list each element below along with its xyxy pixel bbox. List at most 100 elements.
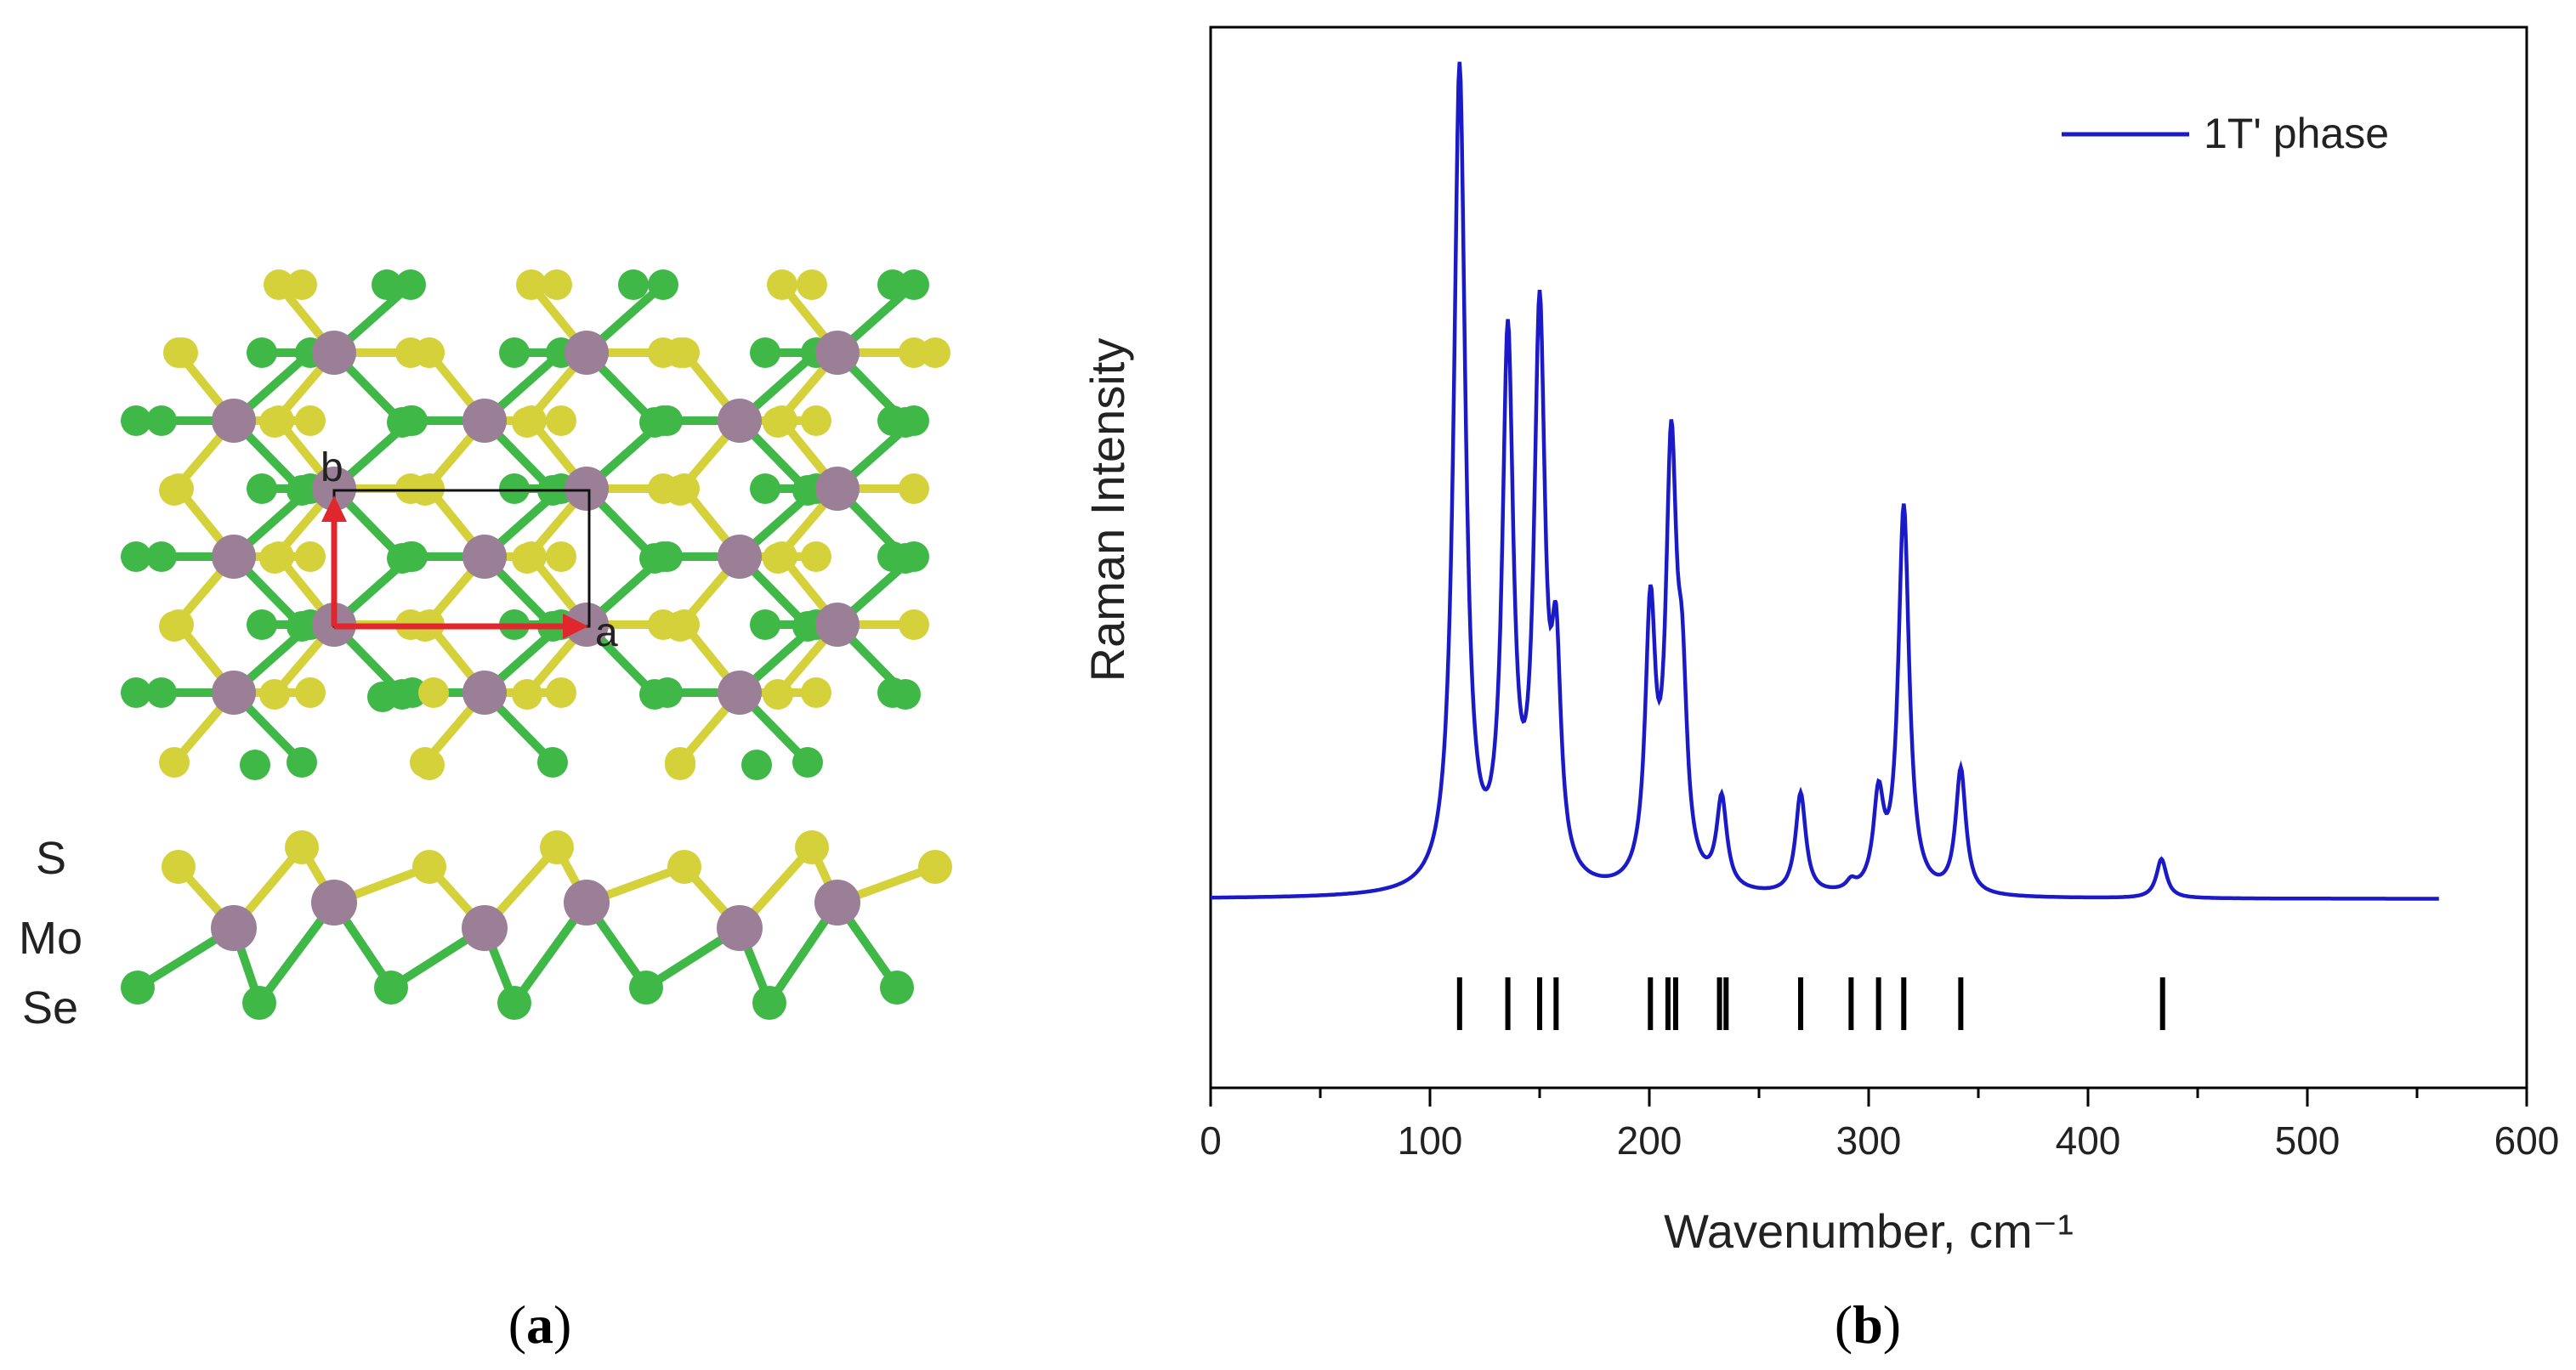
s-atom bbox=[767, 541, 797, 572]
s-atom bbox=[920, 337, 950, 368]
se-atom bbox=[899, 405, 929, 436]
mo-atom bbox=[462, 399, 507, 443]
s-atom bbox=[669, 473, 700, 504]
s-atom bbox=[648, 473, 678, 504]
mo-atom bbox=[462, 535, 507, 579]
x-axis-ticks bbox=[1209, 1088, 2528, 1107]
se-atom bbox=[880, 971, 914, 1005]
s-atom bbox=[414, 337, 445, 368]
s-atom bbox=[665, 337, 695, 368]
se-atom bbox=[750, 337, 780, 368]
x-tick-label: 300 bbox=[1836, 1118, 1902, 1163]
x-tick-label: 200 bbox=[1617, 1118, 1682, 1163]
s-atom bbox=[918, 850, 952, 884]
layer-label-mo: Mo bbox=[19, 913, 82, 964]
se-atom bbox=[750, 609, 780, 640]
panel-b-caption: (b) bbox=[1835, 1294, 1901, 1355]
s-atom bbox=[667, 850, 701, 884]
se-atom bbox=[287, 747, 317, 778]
se-atom bbox=[792, 747, 823, 778]
se-atom bbox=[395, 405, 426, 436]
mo-atom bbox=[565, 331, 609, 375]
se-atom bbox=[146, 677, 177, 708]
s-atom bbox=[163, 609, 194, 640]
s-atom bbox=[899, 473, 929, 504]
mo-atom bbox=[718, 535, 762, 579]
legend-label: 1T' phase bbox=[2204, 110, 2389, 157]
lattice-vector-b-arrowhead bbox=[321, 495, 347, 522]
se-atom bbox=[247, 473, 277, 504]
mo-atom bbox=[718, 399, 762, 443]
mo-atom bbox=[312, 331, 356, 375]
x-tick-label: 0 bbox=[1200, 1118, 1222, 1163]
mo-atom bbox=[211, 905, 257, 951]
mo-atom bbox=[565, 467, 609, 511]
s-atom bbox=[516, 405, 547, 436]
se-atom bbox=[146, 541, 177, 572]
s-atom bbox=[412, 850, 446, 884]
s-atom bbox=[899, 609, 929, 640]
layer-label-s: S bbox=[36, 833, 66, 884]
side-view-atoms bbox=[121, 830, 952, 1020]
lattice-vector-a-arrowhead bbox=[563, 614, 588, 639]
s-atom bbox=[767, 269, 797, 300]
se-atom bbox=[877, 405, 908, 436]
mo-atom bbox=[212, 399, 256, 443]
s-atom bbox=[669, 609, 700, 640]
mo-atom bbox=[815, 467, 860, 511]
s-atom bbox=[540, 830, 574, 864]
side-view-bonds bbox=[135, 844, 937, 1005]
s-atom bbox=[159, 747, 190, 778]
se-atom bbox=[121, 405, 151, 436]
s-atom bbox=[395, 473, 426, 504]
se-atom bbox=[499, 337, 530, 368]
mo-atom bbox=[815, 603, 860, 647]
mo-atom bbox=[815, 331, 860, 375]
x-axis-tick-labels: 0 100 200 300 400 500 600 bbox=[1200, 1118, 2559, 1163]
s-atom bbox=[516, 269, 547, 300]
s-atom bbox=[665, 750, 695, 780]
s-atom bbox=[264, 269, 294, 300]
se-atom bbox=[648, 269, 678, 300]
se-atom bbox=[877, 269, 908, 300]
mo-atom bbox=[718, 671, 762, 715]
se-atom bbox=[648, 405, 678, 436]
x-axis-label: Wavenumber, cm⁻¹ bbox=[1664, 1204, 2074, 1258]
se-atom bbox=[240, 750, 270, 780]
se-atom bbox=[537, 747, 568, 778]
mode-markers bbox=[1456, 977, 2165, 1030]
s-atom bbox=[516, 541, 547, 572]
mo-atom bbox=[814, 880, 860, 926]
s-atom bbox=[162, 850, 196, 884]
top-view-atoms bbox=[121, 269, 950, 780]
se-atom bbox=[877, 541, 908, 572]
se-atom bbox=[499, 473, 530, 504]
s-atom bbox=[797, 269, 827, 300]
lattice-label-a: a bbox=[595, 610, 618, 655]
se-atom bbox=[395, 541, 426, 572]
se-atom bbox=[899, 541, 929, 572]
lattice-label-b: b bbox=[321, 445, 343, 490]
mo-atom bbox=[312, 467, 356, 511]
plot-frame bbox=[1209, 25, 2528, 1090]
se-atom bbox=[618, 269, 649, 300]
s-atom bbox=[542, 269, 572, 300]
mo-atom bbox=[311, 880, 357, 926]
se-atom bbox=[741, 750, 772, 780]
s-atom bbox=[801, 677, 831, 708]
mo-atom bbox=[565, 603, 609, 647]
se-atom bbox=[395, 269, 426, 300]
s-atom bbox=[264, 541, 294, 572]
se-atom bbox=[121, 541, 151, 572]
se-atom bbox=[367, 682, 398, 712]
se-atom bbox=[247, 337, 277, 368]
s-atom bbox=[414, 750, 445, 780]
s-atom bbox=[167, 337, 198, 368]
x-tick-label: 600 bbox=[2494, 1118, 2560, 1163]
se-atom bbox=[372, 269, 402, 300]
s-atom bbox=[767, 405, 797, 436]
se-atom bbox=[146, 405, 177, 436]
panel-a-caption: (a) bbox=[508, 1294, 572, 1355]
mo-atom bbox=[462, 905, 508, 951]
